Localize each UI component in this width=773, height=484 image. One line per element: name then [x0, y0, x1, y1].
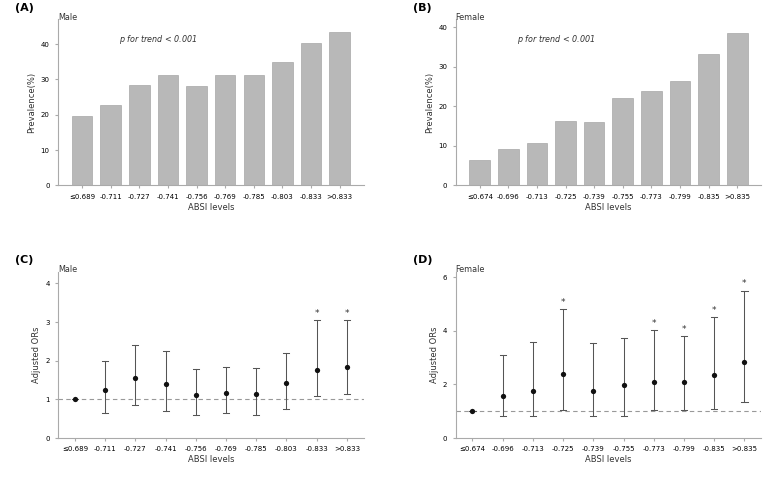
Bar: [727, 33, 747, 185]
Text: (B): (B): [413, 3, 431, 13]
X-axis label: ABSI levels: ABSI levels: [188, 455, 234, 464]
Text: *: *: [682, 324, 686, 333]
Bar: [158, 75, 179, 185]
Text: Male: Male: [58, 13, 77, 22]
Y-axis label: Adjusted ORs: Adjusted ORs: [32, 327, 41, 383]
Bar: [100, 105, 121, 185]
Bar: [669, 81, 690, 185]
Text: Female: Female: [455, 265, 485, 274]
X-axis label: ABSI levels: ABSI levels: [585, 203, 632, 212]
Text: *: *: [345, 309, 349, 318]
Bar: [301, 44, 322, 185]
Bar: [469, 160, 490, 185]
Text: *: *: [315, 309, 319, 318]
Bar: [72, 116, 93, 185]
Y-axis label: Prevalence(%): Prevalence(%): [28, 72, 36, 133]
Bar: [243, 75, 264, 185]
Text: *: *: [742, 279, 747, 288]
Text: $p$ for trend < 0.001: $p$ for trend < 0.001: [119, 32, 197, 45]
Text: (C): (C): [15, 255, 33, 265]
Y-axis label: Prevalence(%): Prevalence(%): [425, 72, 434, 133]
Bar: [584, 122, 604, 185]
Bar: [186, 86, 207, 185]
Bar: [555, 121, 576, 185]
Bar: [129, 85, 150, 185]
Bar: [498, 149, 519, 185]
Text: *: *: [652, 318, 656, 328]
Bar: [641, 91, 662, 185]
Text: *: *: [712, 306, 717, 315]
X-axis label: ABSI levels: ABSI levels: [188, 203, 234, 212]
Text: Female: Female: [455, 13, 485, 22]
Text: *: *: [561, 298, 565, 307]
Text: $p$ for trend < 0.001: $p$ for trend < 0.001: [516, 32, 595, 45]
Bar: [612, 98, 633, 185]
Bar: [215, 75, 236, 185]
Bar: [526, 143, 547, 185]
Y-axis label: Adjusted ORs: Adjusted ORs: [430, 327, 438, 383]
Text: (A): (A): [15, 3, 34, 13]
Bar: [698, 54, 719, 185]
X-axis label: ABSI levels: ABSI levels: [585, 455, 632, 464]
Bar: [272, 62, 293, 185]
Text: (D): (D): [413, 255, 432, 265]
Text: Male: Male: [58, 265, 77, 274]
Bar: [329, 32, 350, 185]
